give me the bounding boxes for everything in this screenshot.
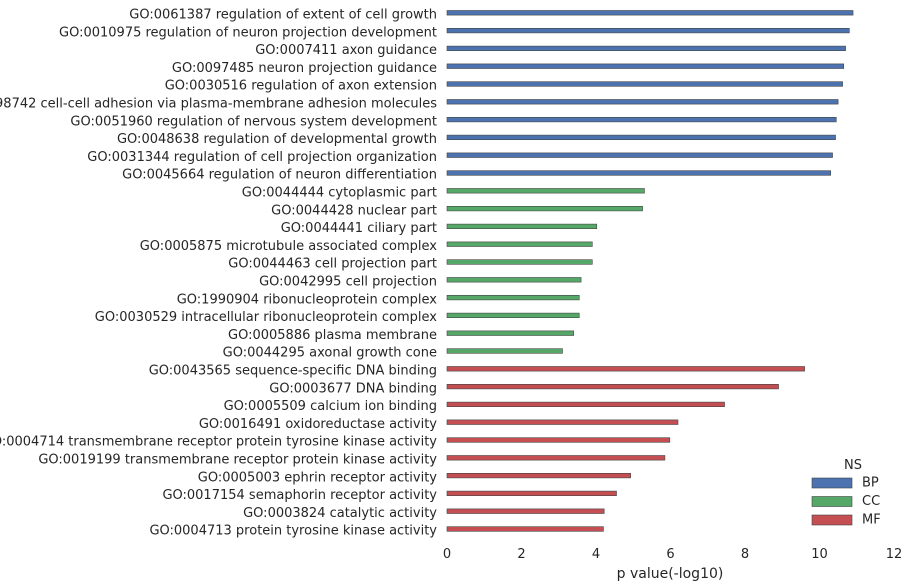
category-label: GO:0044428 nuclear part [271, 203, 437, 218]
category-label: GO:0005875 microtubule associated comple… [140, 239, 438, 254]
category-label: GO:0043565 sequence-specific DNA binding [149, 364, 437, 379]
bar-mf [446, 401, 725, 408]
category-label: GO:0030529 intracellular ribonucleoprote… [95, 310, 438, 325]
category-label: GO:0061387 regulation of extent of cell … [129, 8, 437, 23]
bar-cc [446, 259, 593, 265]
bar-bp [446, 134, 836, 141]
category-label: GO:0097485 neuron projection guidance [172, 61, 437, 76]
bar-cc [446, 241, 593, 247]
category-label: GO:0004714 transmembrane receptor protei… [0, 435, 437, 450]
bar-cc [446, 348, 563, 354]
legend-swatch-bp [811, 477, 853, 489]
category-label: GO:0051960 regulation of nervous system … [70, 114, 437, 129]
legend-label-bp: BP [862, 476, 879, 491]
category-label: GO:0003677 DNA binding [269, 381, 437, 396]
category-label: GO:0010975 regulation of neuron projecti… [59, 25, 437, 40]
category-label: GO:0017154 semaphorin receptor activity [162, 488, 437, 503]
legend-title: NS [844, 458, 862, 473]
category-label: GO:0048638 regulation of developmental g… [117, 132, 437, 147]
legend: NS BP CC MF [811, 458, 881, 528]
x-tick-label: 4 [592, 547, 600, 562]
x-tick-label: 8 [741, 547, 749, 562]
bar-mf [446, 526, 604, 532]
bar-cc [446, 206, 643, 212]
category-label: GO:0004713 protein tyrosine kinase activ… [149, 524, 437, 539]
legend-swatch-cc [811, 496, 853, 507]
bar-bp [446, 63, 845, 69]
bar-bp [446, 10, 854, 16]
bar-mf [446, 437, 671, 443]
bar-bp [446, 117, 837, 123]
x-axis-ticks: 0 2 4 6 8 10 12 [443, 547, 902, 562]
bar-cc [446, 312, 580, 319]
bars [446, 10, 854, 532]
x-tick-label: 6 [666, 547, 674, 562]
category-label: GO:0044295 axonal growth cone [223, 346, 437, 361]
bar-bp [446, 45, 846, 51]
category-label: GO:0005003 ephrin receptor activity [198, 470, 438, 485]
x-tick-label: 12 [886, 547, 903, 562]
legend-label-cc: CC [862, 494, 880, 509]
bar-bp [446, 27, 850, 34]
x-tick-label: 10 [811, 547, 828, 562]
bar-bp [446, 152, 833, 158]
category-label: GO:0005509 calcium ion binding [224, 399, 437, 414]
category-label: GO:0044441 ciliary part [281, 221, 437, 236]
x-axis-title: p value(-log10) [617, 566, 724, 582]
category-label: GO:0098742 cell-cell adhesion via plasma… [0, 97, 437, 112]
bar-bp [446, 81, 843, 87]
category-label: GO:0003824 catalytic activity [243, 506, 437, 521]
bar-bp [446, 99, 839, 105]
bar-cc [446, 330, 574, 336]
category-label: GO:0030516 regulation of axon extension [165, 79, 437, 94]
bar-cc [446, 294, 580, 301]
legend-label-mf: MF [862, 513, 881, 528]
category-label: GO:0045664 regulation of neuron differen… [122, 168, 437, 183]
bar-cc [446, 277, 582, 283]
bar-mf [446, 383, 779, 390]
bar-bp [446, 170, 831, 176]
bar-mf [446, 490, 617, 497]
x-tick-label: 0 [443, 547, 451, 562]
category-label: GO:0005886 plasma membrane [228, 328, 437, 343]
category-label: GO:0031344 regulation of cell projection… [87, 150, 437, 165]
bar-cc [446, 188, 645, 194]
bar-mf [446, 455, 666, 461]
category-label: GO:0044444 cytoplasmic part [242, 186, 437, 201]
bar-mf [446, 472, 631, 479]
category-label: GO:1990904 ribonucleoprotein complex [177, 292, 438, 307]
category-label: GO:0016491 oxidoreductase activity [199, 417, 437, 432]
bar-mf [446, 508, 605, 514]
bar-mf [446, 419, 679, 425]
legend-swatch-mf [811, 514, 853, 526]
category-label: GO:0044463 cell projection part [228, 257, 437, 272]
x-tick-label: 2 [517, 547, 525, 562]
bar-mf [446, 366, 805, 372]
category-label: GO:0019199 transmembrane receptor protei… [38, 453, 437, 468]
category-labels: GO:0061387 regulation of extent of cell … [0, 8, 437, 539]
category-label: GO:0007411 axon guidance [255, 43, 437, 58]
bar-cc [446, 223, 598, 230]
category-label: GO:0042995 cell projection [259, 275, 437, 290]
